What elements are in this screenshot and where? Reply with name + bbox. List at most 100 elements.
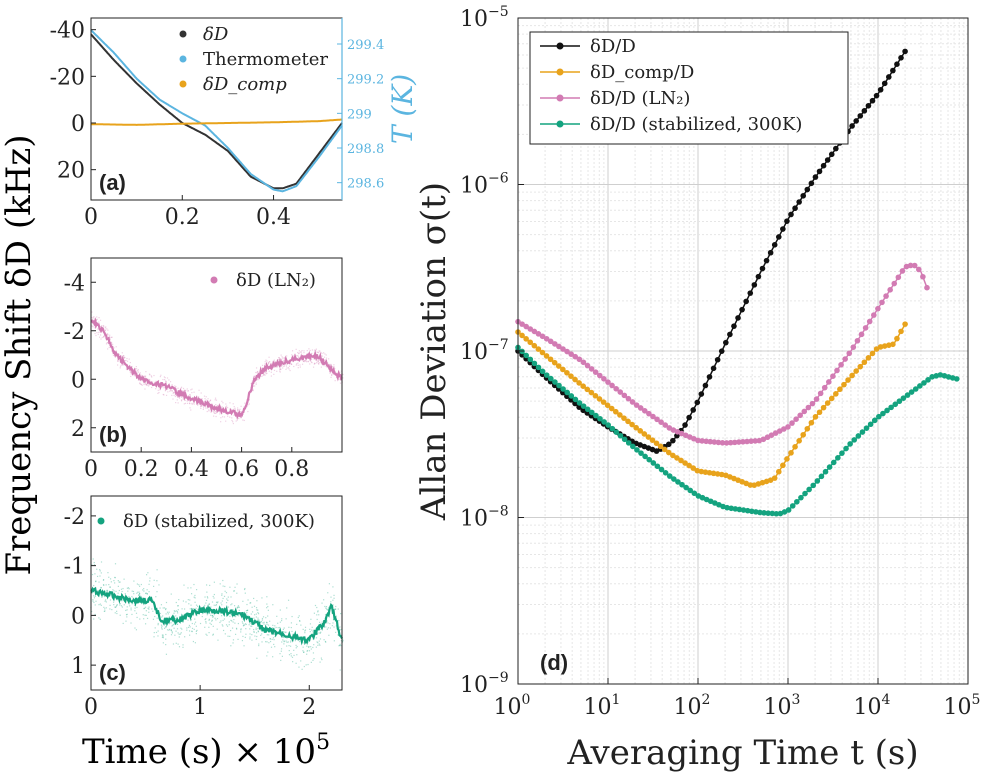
noise-point	[133, 593, 135, 595]
noise-point	[137, 369, 139, 371]
noise-point	[96, 318, 98, 320]
noise-point	[257, 631, 260, 633]
noise-point	[116, 604, 118, 606]
noise-point	[263, 621, 265, 623]
noise-point	[211, 615, 214, 617]
noise-point	[231, 417, 233, 419]
data-point	[879, 299, 885, 306]
data-point	[711, 439, 718, 445]
data-point	[621, 415, 627, 421]
noise-point	[242, 635, 244, 638]
noise-point	[131, 595, 133, 598]
noise-point	[142, 614, 144, 616]
noise-point	[243, 624, 246, 626]
noise-point	[173, 610, 175, 612]
noise-point	[155, 388, 157, 390]
data-point	[850, 344, 857, 350]
noise-point	[93, 597, 96, 599]
noise-point	[112, 354, 115, 356]
noise-point	[243, 645, 245, 647]
noise-point	[186, 400, 188, 402]
data-point	[869, 350, 876, 357]
data-point	[867, 421, 874, 428]
data-point	[751, 282, 758, 288]
data-point	[771, 242, 778, 248]
noise-point	[135, 629, 138, 631]
data-point	[625, 395, 632, 402]
noise-point	[274, 635, 276, 638]
noise-point	[204, 604, 206, 606]
noise-point	[163, 387, 165, 389]
noise-point	[253, 375, 255, 377]
noise-point	[290, 645, 292, 647]
data-point	[877, 86, 884, 93]
noise-point	[109, 341, 112, 343]
data-point	[796, 438, 802, 444]
noise-point	[281, 358, 283, 361]
noise-point	[314, 604, 317, 607]
noise-point	[302, 360, 305, 362]
data-point	[824, 400, 831, 406]
series-line	[90, 586, 344, 646]
noise-point	[178, 599, 180, 601]
noise-point	[283, 365, 285, 367]
noise-point	[321, 352, 323, 355]
noise-point	[164, 377, 166, 379]
noise-point	[134, 607, 136, 609]
noise-point	[333, 640, 335, 642]
data-point	[837, 386, 843, 393]
data-point	[800, 192, 807, 199]
data-point	[682, 422, 688, 428]
noise-point	[185, 389, 187, 391]
noise-point	[175, 642, 177, 644]
noise-point	[332, 586, 334, 588]
noise-point	[215, 604, 217, 607]
noise-point	[208, 407, 210, 409]
noise-point	[169, 628, 171, 631]
noise-point	[108, 583, 110, 586]
noise-point	[260, 621, 262, 623]
noise-point	[107, 342, 109, 344]
noise-point	[271, 638, 273, 640]
data-point	[531, 328, 538, 335]
data-point	[862, 325, 869, 331]
legend-marker	[556, 94, 564, 102]
data-point	[736, 506, 743, 513]
noise-point	[213, 604, 215, 606]
noise-point	[291, 363, 293, 366]
y2-axis-label: T (K)	[386, 74, 419, 144]
legend-marker	[179, 55, 187, 63]
noise-point	[103, 606, 105, 608]
noise-point	[273, 369, 276, 372]
noise-point	[232, 639, 235, 641]
noise-point	[152, 618, 155, 620]
legend-marker	[556, 68, 564, 76]
noise-point	[223, 416, 226, 418]
data-point	[535, 364, 542, 371]
noise-point	[168, 616, 171, 618]
noise-point	[144, 383, 147, 385]
noise-point	[146, 383, 148, 386]
noise-point	[195, 630, 198, 633]
noise-point	[317, 360, 320, 362]
noise-point	[273, 361, 275, 363]
noise-point	[318, 359, 320, 361]
noise-point	[134, 610, 136, 612]
noise-point	[124, 593, 126, 595]
noise-point	[275, 626, 277, 629]
legend-marker	[210, 276, 218, 284]
noise-point	[266, 621, 268, 623]
noise-point	[327, 622, 329, 624]
x-tick-label: 0.2	[165, 205, 200, 230]
noise-point	[118, 353, 120, 356]
noise-point	[289, 641, 292, 643]
noise-point	[342, 373, 344, 376]
noise-point	[163, 394, 165, 396]
noise-point	[268, 370, 270, 372]
data-point	[798, 494, 804, 501]
noise-point	[310, 646, 312, 648]
noise-point	[307, 650, 309, 652]
noise-point	[329, 623, 331, 625]
legend-marker	[556, 120, 564, 128]
noise-point	[99, 319, 102, 321]
